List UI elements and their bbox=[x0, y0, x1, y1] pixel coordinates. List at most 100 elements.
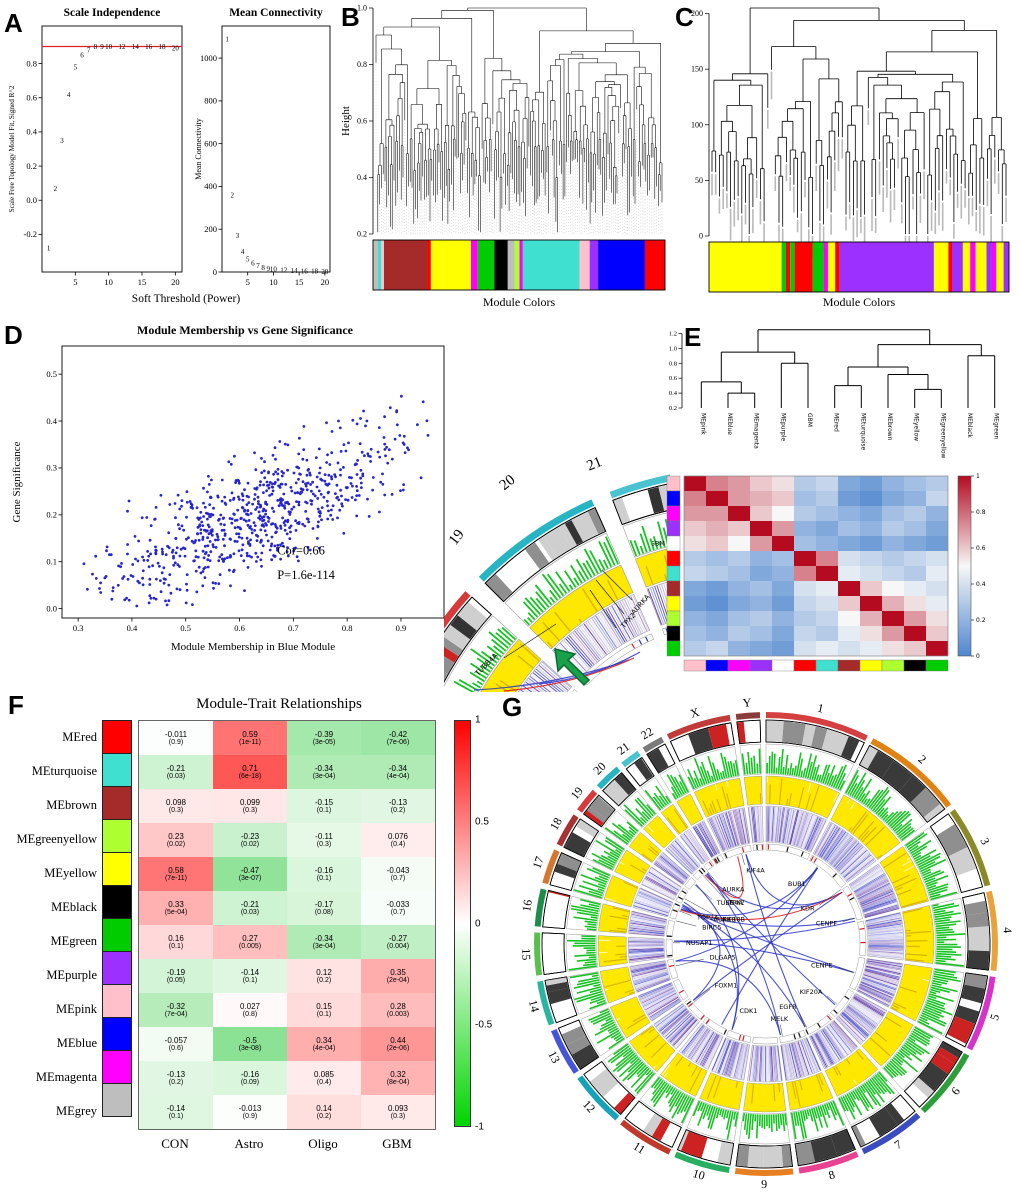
trait-cell-pvalue: (0.3) bbox=[168, 807, 184, 814]
svg-text:16: 16 bbox=[519, 899, 535, 913]
svg-text:7: 7 bbox=[87, 46, 91, 54]
svg-text:AURKB: AURKB bbox=[714, 915, 736, 923]
mm-gs-scatter-plot: Module Membership vs Gene Significance 0.… bbox=[11, 323, 445, 653]
svg-text:2: 2 bbox=[54, 185, 58, 193]
svg-text:19: 19 bbox=[446, 527, 468, 549]
svg-text:0: 0 bbox=[213, 267, 217, 277]
trait-cell-pvalue: (3e-05) bbox=[312, 739, 336, 746]
svg-text:9: 9 bbox=[267, 265, 271, 273]
trait-cell-corr: -0.14 bbox=[166, 1104, 186, 1113]
svg-text:14: 14 bbox=[526, 998, 543, 1013]
svg-text:12: 12 bbox=[119, 43, 127, 51]
trait-cell-corr: -0.16 bbox=[314, 866, 334, 875]
svg-text:Module Colors: Module Colors bbox=[483, 295, 556, 309]
svg-text:0: 0 bbox=[699, 232, 703, 241]
svg-text:800: 800 bbox=[204, 96, 217, 106]
svg-text:0.6: 0.6 bbox=[234, 623, 245, 633]
trait-cell: -0.11 (0.3) bbox=[287, 823, 361, 857]
gene-dendrogram-plot: 0.2 0.4 0.6 0.8 1.0 Height Module Colors bbox=[340, 4, 666, 309]
svg-text:15: 15 bbox=[138, 277, 147, 287]
svg-text:Mean Connectivity: Mean Connectivity bbox=[194, 118, 203, 180]
trait-cell-pvalue: (8e-04) bbox=[386, 1079, 410, 1086]
trait-cell: 0.28 (0.003) bbox=[361, 993, 435, 1027]
trait-cell: -0.16 (0.1) bbox=[287, 857, 361, 891]
trait-cell-corr: -0.11 bbox=[315, 832, 333, 841]
trait-cell-pvalue: (0.9) bbox=[242, 1113, 258, 1120]
svg-text:400: 400 bbox=[204, 181, 217, 191]
trait-cell-pvalue: (3e-04) bbox=[312, 943, 336, 950]
trait-cell: -0.14 (0.1) bbox=[213, 959, 287, 993]
trait-cell-corr: 0.28 bbox=[390, 1002, 406, 1011]
trait-cell-corr: 0.32 bbox=[390, 1070, 406, 1079]
trait-cell: -0.14 (0.1) bbox=[139, 1095, 213, 1129]
eigengene-dendrogram-plot: 0.2 0.4 0.6 0.8 1.0 1.2 MEpink MEblue MEmagenta M… bbox=[669, 329, 1000, 459]
svg-text:8: 8 bbox=[261, 264, 265, 272]
trait-cell-pvalue: (0.7) bbox=[390, 875, 406, 882]
svg-text:KIF20A: KIF20A bbox=[800, 988, 823, 996]
colorbar-tick: 0.5 bbox=[475, 816, 489, 828]
svg-text:0.0: 0.0 bbox=[26, 195, 37, 205]
svg-text:KDR: KDR bbox=[801, 905, 815, 913]
trait-cell-pvalue: (0.4) bbox=[316, 1079, 332, 1086]
svg-text:21: 21 bbox=[614, 739, 632, 757]
svg-text:19: 19 bbox=[568, 784, 586, 802]
trait-cell: -0.27 (0.004) bbox=[361, 925, 435, 959]
colorbar-tick: 1 bbox=[475, 714, 481, 726]
svg-text:0.6: 0.6 bbox=[669, 375, 678, 382]
svg-text:20: 20 bbox=[172, 45, 180, 53]
svg-text:16: 16 bbox=[301, 267, 309, 275]
trait-row-label: MEblue bbox=[56, 1035, 97, 1050]
trait-cell-corr: 0.58 bbox=[168, 866, 184, 875]
trait-cell-corr: 0.15 bbox=[316, 1002, 332, 1011]
trait-cell-pvalue: (0.3) bbox=[316, 841, 332, 848]
svg-text:MEturquoise: MEturquoise bbox=[859, 413, 866, 451]
svg-text:DLGAP5: DLGAP5 bbox=[710, 954, 736, 962]
svg-text:MEred: MEred bbox=[833, 413, 840, 432]
trait-cell: -0.15 (0.1) bbox=[287, 789, 361, 823]
trait-cell-corr: 0.35 bbox=[390, 968, 406, 977]
svg-text:6: 6 bbox=[948, 1084, 963, 1097]
svg-text:MEgreenyellow: MEgreenyellow bbox=[939, 413, 946, 459]
panel-c-label: C bbox=[675, 2, 694, 32]
svg-text:13: 13 bbox=[545, 1048, 563, 1065]
svg-text:8: 8 bbox=[94, 43, 98, 51]
trait-cell: 0.14 (0.2) bbox=[287, 1095, 361, 1129]
svg-text:14: 14 bbox=[291, 267, 299, 275]
svg-text:3: 3 bbox=[60, 137, 64, 145]
svg-text:5: 5 bbox=[73, 277, 77, 287]
svg-text:4: 4 bbox=[1000, 927, 1014, 934]
svg-text:FOXM1: FOXM1 bbox=[715, 981, 738, 989]
trait-cell: 0.076 (0.4) bbox=[361, 823, 435, 857]
svg-text:CENPE: CENPE bbox=[811, 962, 833, 970]
svg-text:0.8: 0.8 bbox=[342, 623, 353, 633]
trait-cell: 0.099 (0.3) bbox=[213, 789, 287, 823]
svg-text:9: 9 bbox=[761, 1177, 767, 1191]
trait-cell-corr: -0.13 bbox=[388, 798, 408, 807]
trait-cell-pvalue: (7e-11) bbox=[164, 875, 188, 882]
trait-cell: -0.033 (0.7) bbox=[361, 891, 435, 925]
svg-text:Soft Threshold (Power): Soft Threshold (Power) bbox=[132, 293, 241, 305]
module-color-swatch bbox=[102, 951, 132, 985]
svg-text:16: 16 bbox=[145, 43, 153, 51]
trait-cell: 0.71 (6e-18) bbox=[213, 755, 287, 789]
panel-g-label: G bbox=[502, 692, 523, 722]
svg-text:0.3: 0.3 bbox=[46, 463, 57, 473]
svg-text:Scale Free Topology Model Fit,: Scale Free Topology Model Fit, Signed R^… bbox=[8, 85, 16, 212]
trait-row-label: MEyellow bbox=[44, 865, 97, 880]
svg-text:GBM: GBM bbox=[652, 540, 665, 548]
colorbar-tick: 0 bbox=[475, 918, 481, 929]
trait-cell-corr: -0.013 bbox=[238, 1104, 262, 1113]
panel-c: C 0 50 100 150 200 Module Colors bbox=[671, 0, 1020, 316]
trait-col-label: Astro bbox=[234, 1136, 264, 1151]
trait-cell-pvalue: (4e-04) bbox=[312, 1045, 336, 1052]
module-trait-colorbar-ticks: 1 0.5 0 -0.5 -1 bbox=[475, 715, 501, 1133]
trait-cell-pvalue: (0.02) bbox=[166, 841, 186, 848]
trait-cell-corr: -0.13 bbox=[166, 1070, 186, 1079]
trait-cell-corr: -0.5 bbox=[243, 1036, 257, 1045]
svg-text:Height: Height bbox=[340, 106, 352, 136]
svg-text:MELK: MELK bbox=[770, 1015, 788, 1023]
trait-cell-pvalue: (0.004) bbox=[386, 943, 410, 950]
trait-cell-corr: -0.34 bbox=[314, 764, 334, 773]
trait-cell-pvalue: (0.003) bbox=[386, 1011, 410, 1018]
trait-cell-corr: -0.21 bbox=[240, 900, 260, 909]
